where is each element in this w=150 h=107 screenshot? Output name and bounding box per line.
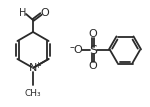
Text: CH₃: CH₃: [25, 89, 41, 98]
Text: H: H: [19, 7, 27, 18]
Text: O: O: [41, 8, 49, 18]
Text: S: S: [89, 44, 97, 56]
Text: –: –: [70, 42, 74, 52]
Text: +: +: [34, 60, 41, 70]
Text: O: O: [74, 45, 82, 55]
Text: O: O: [89, 61, 97, 71]
Text: N: N: [29, 63, 37, 73]
Text: O: O: [89, 29, 97, 39]
